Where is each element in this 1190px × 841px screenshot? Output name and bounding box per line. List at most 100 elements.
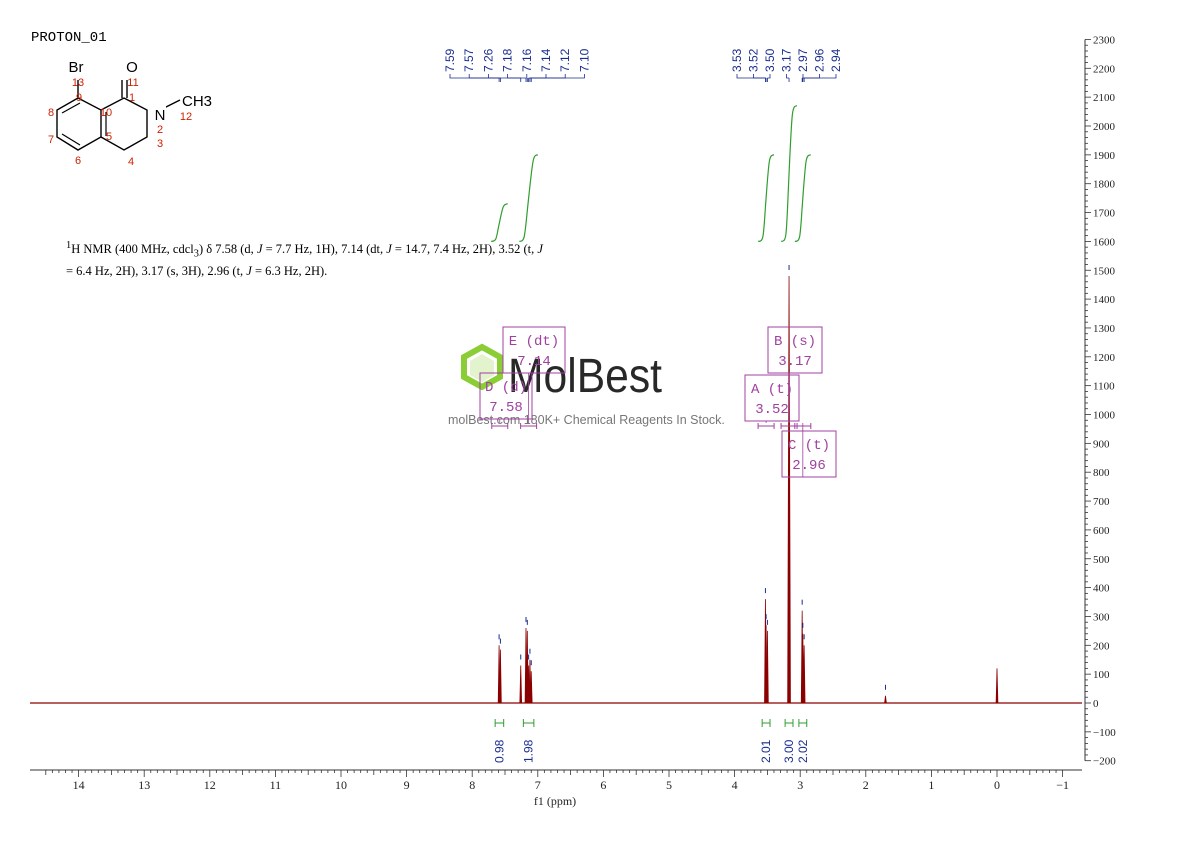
desc-j2: J bbox=[386, 242, 392, 257]
atom-number-6: 6 bbox=[75, 155, 81, 167]
y-tick-label: 1400 bbox=[1093, 294, 1116, 306]
integral-curve bbox=[794, 154, 811, 242]
peak-label-leader bbox=[753, 74, 767, 79]
desc-j4: J bbox=[246, 263, 252, 278]
peak-label-leader bbox=[531, 74, 585, 79]
y-tick-label: 400 bbox=[1093, 583, 1110, 595]
desc-p4: = 14.7, 7.4 Hz, 2H), 3.52 (t, bbox=[391, 242, 538, 257]
peak-label-leader bbox=[804, 74, 837, 79]
x-tick-label: 10 bbox=[335, 778, 347, 792]
multiplet-value: 3.17 bbox=[778, 354, 812, 370]
spectrum-peak bbox=[519, 665, 523, 704]
desc-j1: J bbox=[256, 242, 263, 257]
x-tick-label: 14 bbox=[73, 778, 85, 792]
y-tick-label: 2300 bbox=[1093, 34, 1116, 46]
spectrum bbox=[30, 276, 1082, 704]
integral-value: 1.98 bbox=[522, 739, 536, 763]
multiplet-label: B (s) bbox=[774, 334, 816, 350]
integral-value: 0.98 bbox=[492, 739, 506, 763]
peak-label: 7.26 bbox=[481, 48, 495, 72]
peak-label-leader bbox=[487, 74, 521, 79]
logo-hexagon-inner bbox=[470, 354, 494, 382]
y-tick-label: −100 bbox=[1093, 727, 1116, 739]
atom-n: N bbox=[155, 107, 166, 124]
integral-curve bbox=[491, 203, 508, 242]
x-tick-label: 5 bbox=[666, 778, 672, 792]
atom-number-8: 8 bbox=[48, 107, 54, 119]
desc-p1: H NMR (400 MHz, cdcl bbox=[71, 242, 194, 257]
atom-number-11: 11 bbox=[127, 77, 138, 89]
benzene-ring bbox=[56, 97, 102, 151]
peak-label: 3.52 bbox=[747, 48, 761, 72]
atom-number-13: 13 bbox=[72, 77, 84, 89]
multiplet-value: 7.58 bbox=[489, 400, 523, 416]
atom-number-4: 4 bbox=[128, 156, 134, 168]
multiplet-label: D (d) bbox=[485, 380, 527, 396]
desc-p3: = 7.7 Hz, 1H), 7.14 (dt, bbox=[262, 242, 387, 257]
peak-label-leader bbox=[528, 74, 547, 79]
peak-label: 3.50 bbox=[763, 48, 777, 72]
y-tick-label: 2100 bbox=[1093, 92, 1116, 104]
peak-label-leader bbox=[802, 74, 804, 79]
watermark-logo: MolBest bbox=[461, 343, 662, 403]
peak-label: 3.53 bbox=[730, 48, 744, 72]
peak-label-leader bbox=[802, 74, 820, 79]
nmr-description: 1H NMR (400 MHz, cdcl3) δ 7.58 (d, J = 7… bbox=[66, 238, 666, 279]
n-mask bbox=[150, 104, 166, 122]
desc-p2: ) δ 7.58 (d, bbox=[198, 242, 257, 257]
watermark-caption: molBest.com 180K+ Chemical Reagents In S… bbox=[448, 413, 725, 427]
x-tick-label: 9 bbox=[404, 778, 410, 792]
spectrum-peak bbox=[787, 276, 791, 704]
y-tick-label: 1900 bbox=[1093, 150, 1116, 162]
spectrum-peak bbox=[802, 645, 806, 704]
aromatic-double-bond bbox=[61, 102, 81, 114]
x-tick-label: 1 bbox=[928, 778, 934, 792]
y-tick-label: 2000 bbox=[1093, 121, 1116, 133]
peak-label-leader bbox=[529, 74, 566, 79]
atom-number-2: 2 bbox=[157, 124, 163, 136]
multiplet-boxes: E (dt) 7.14 D (d) 7.58 B (s) 3.17 A (t) 3.52 C (… bbox=[479, 326, 837, 478]
integral-curves bbox=[491, 105, 811, 242]
y-tick-label: −200 bbox=[1093, 756, 1116, 768]
multiplet-value: 2.96 bbox=[792, 458, 826, 474]
peak-label-leader bbox=[786, 74, 790, 79]
y-tick-label: 600 bbox=[1093, 525, 1110, 537]
multiplet-label: C (t) bbox=[788, 438, 830, 454]
x-tick-label: 2 bbox=[863, 778, 869, 792]
peak-label: 2.97 bbox=[796, 48, 810, 72]
atom-number-7: 7 bbox=[48, 134, 54, 146]
peak-label-leader bbox=[449, 74, 500, 79]
atom-ch3: CH3 bbox=[182, 93, 212, 110]
x-tick-label: 3 bbox=[797, 778, 803, 792]
logo-hexagon-icon bbox=[461, 343, 503, 391]
peak-label: 7.16 bbox=[520, 48, 534, 72]
integral-value: 2.01 bbox=[759, 739, 773, 763]
x-tick-label: 6 bbox=[600, 778, 606, 792]
spectrum-peak bbox=[499, 649, 502, 704]
spectrum-peak bbox=[995, 668, 999, 704]
aromatic-double-bond bbox=[61, 133, 81, 146]
spectrum-peak bbox=[766, 630, 769, 704]
multiplet-label: A (t) bbox=[751, 382, 793, 398]
peak-label: 2.96 bbox=[813, 48, 827, 72]
atom-number-10: 10 bbox=[100, 107, 112, 119]
integral-value: 3.00 bbox=[782, 739, 796, 763]
spectrum-title: PROTON_01 bbox=[31, 30, 107, 46]
x-tick-label: 7 bbox=[535, 778, 541, 792]
y-tick-label: 1200 bbox=[1093, 352, 1116, 364]
desc-p5: = 6.4 Hz, 2H), 3.17 (s, 3H), 2.96 (t, bbox=[66, 263, 247, 278]
peak-label: 3.17 bbox=[780, 48, 794, 72]
peak-label: 2.94 bbox=[829, 48, 843, 72]
multiplet-box bbox=[479, 372, 533, 420]
desc-j3: J bbox=[537, 242, 543, 257]
multiplet-value: 3.52 bbox=[755, 402, 789, 418]
y-tick-label: 0 bbox=[1093, 698, 1099, 710]
peak-label: 7.12 bbox=[558, 48, 572, 72]
x-tick-label: 11 bbox=[270, 778, 282, 792]
integral-marks: 0.98 1.98 2.01 3.00 2.02 bbox=[492, 719, 810, 763]
y-tick-label: 900 bbox=[1093, 438, 1110, 450]
logo-text: MolBest bbox=[508, 350, 662, 403]
atom-number-3: 3 bbox=[157, 138, 163, 150]
multiplet-value: 7.14 bbox=[517, 354, 551, 370]
